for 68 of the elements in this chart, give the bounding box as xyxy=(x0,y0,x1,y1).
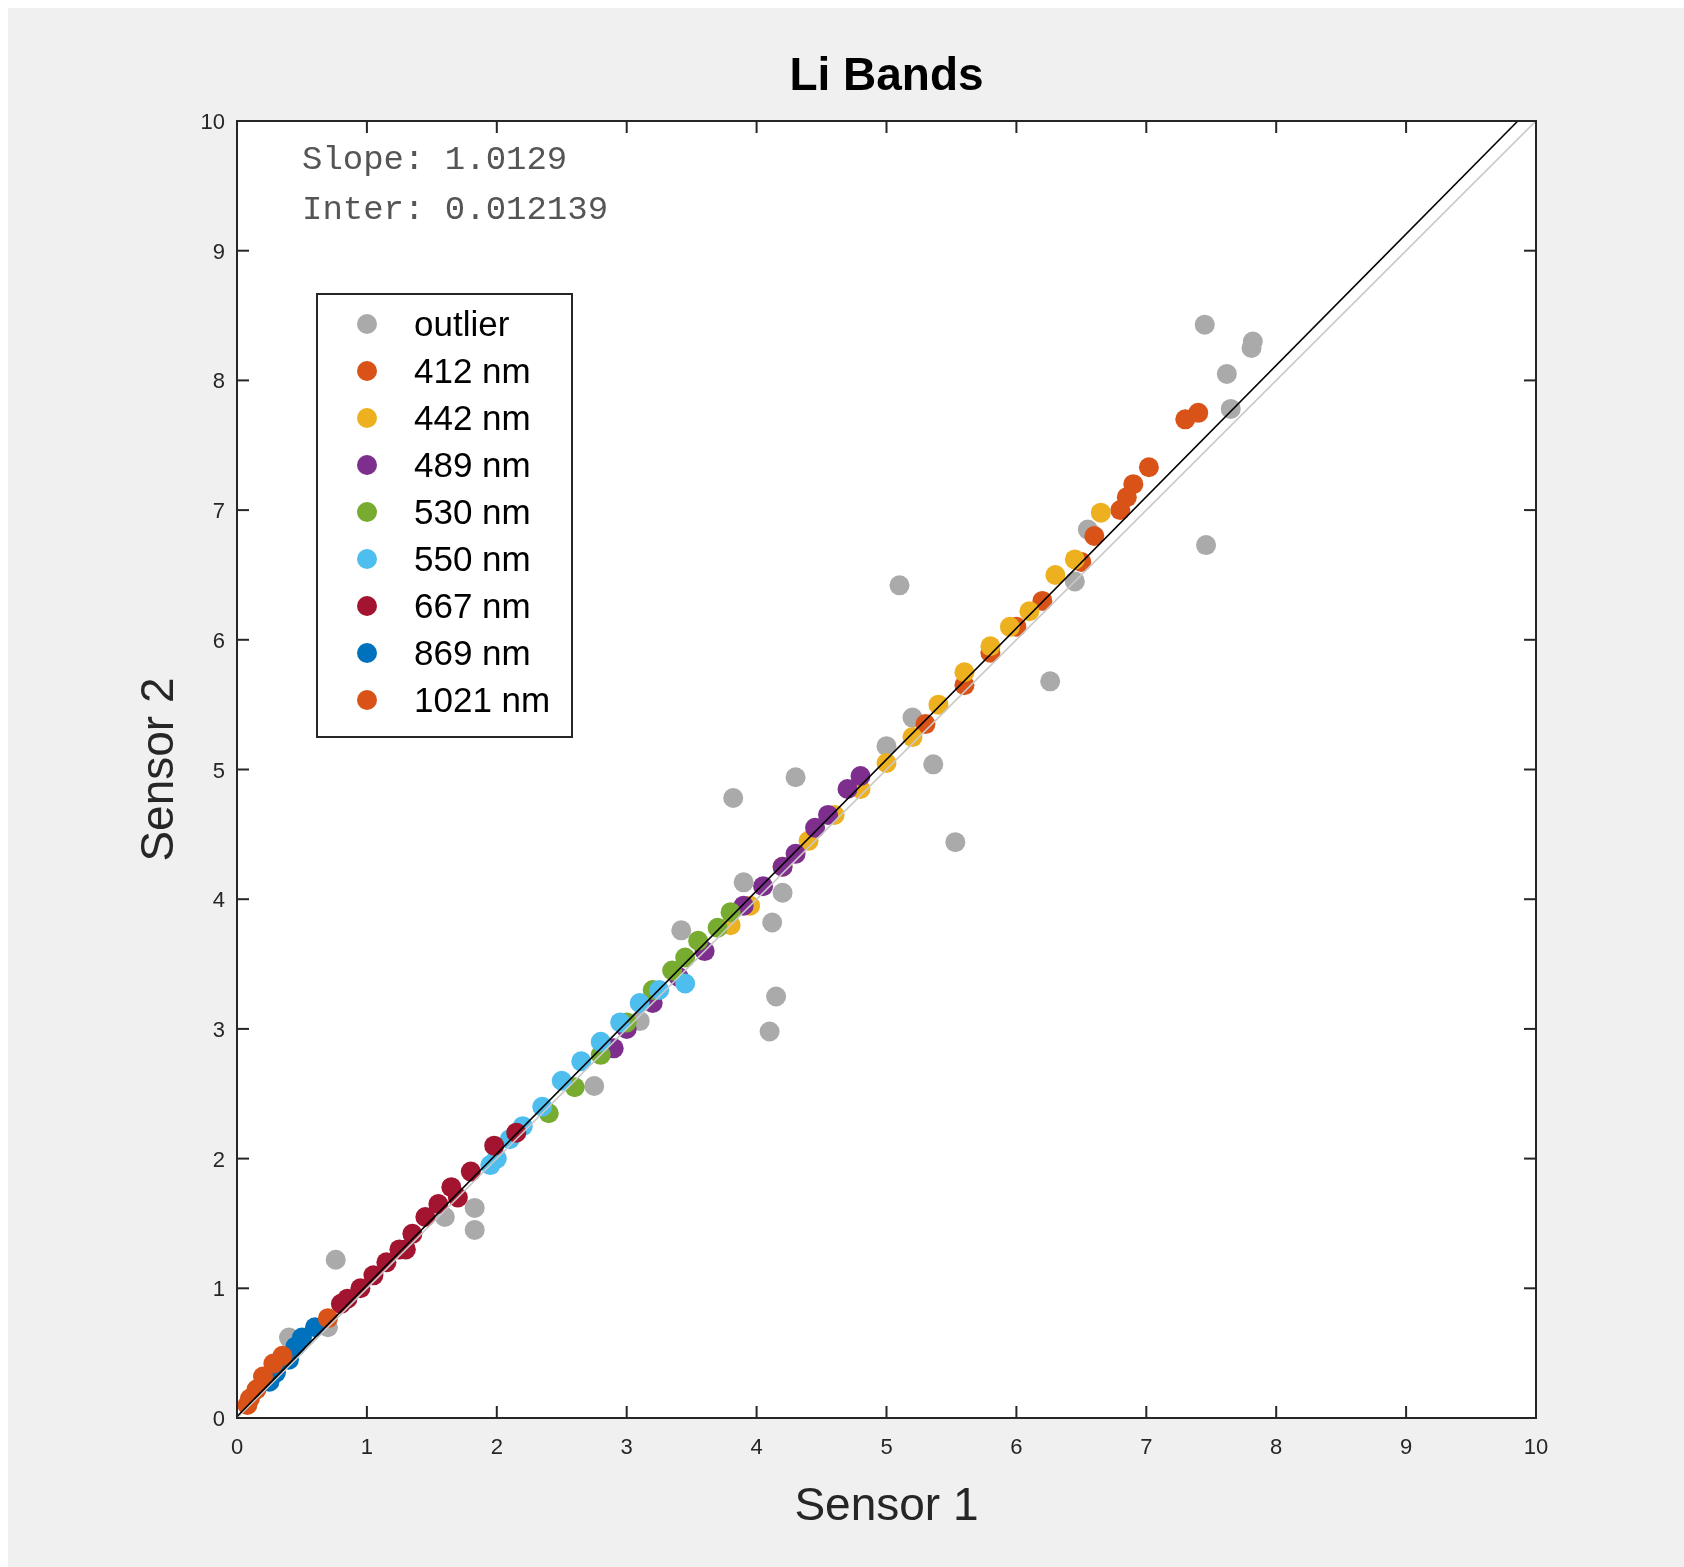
chart-title: Li Bands xyxy=(789,48,984,100)
legend-label: 489 nm xyxy=(414,445,531,484)
y-tick-label: 5 xyxy=(212,757,225,783)
point xyxy=(837,778,858,799)
legend-label: 412 nm xyxy=(414,351,531,390)
x-tick-label: 1 xyxy=(360,1434,374,1459)
y-axis-title: Sensor 2 xyxy=(131,677,183,862)
x-tick-label: 8 xyxy=(1270,1434,1283,1459)
legend-label: 869 nm xyxy=(414,633,531,672)
x-tick-label: 10 xyxy=(1523,1434,1549,1459)
point xyxy=(1045,564,1066,585)
y-tick-label: 7 xyxy=(212,498,225,524)
point xyxy=(766,986,787,1007)
point xyxy=(671,920,692,941)
point xyxy=(1040,671,1061,692)
x-tick-label: 5 xyxy=(880,1434,893,1459)
point xyxy=(723,788,744,809)
point xyxy=(945,832,966,853)
legend-label: 667 nm xyxy=(414,586,531,625)
annotation: Slope: 1.0129 xyxy=(302,141,568,179)
point xyxy=(923,754,944,775)
x-tick-label: 0 xyxy=(230,1434,244,1459)
legend-label: 550 nm xyxy=(414,539,531,578)
y-tick-label: 1 xyxy=(212,1276,225,1302)
point xyxy=(1138,457,1159,478)
point xyxy=(759,1021,780,1042)
point xyxy=(1175,409,1196,430)
point xyxy=(1064,549,1085,570)
legend-label: outlier xyxy=(414,304,510,343)
x-tick-label: 6 xyxy=(1010,1434,1023,1459)
point xyxy=(675,973,696,994)
point xyxy=(999,616,1020,637)
point xyxy=(325,1249,346,1270)
point xyxy=(1196,535,1217,556)
point xyxy=(889,575,910,596)
point xyxy=(733,872,754,893)
point xyxy=(484,1135,505,1156)
point xyxy=(980,636,1001,657)
y-tick-label: 10 xyxy=(200,109,225,134)
point xyxy=(1084,526,1105,547)
x-tick-label: 9 xyxy=(1399,1434,1413,1459)
point xyxy=(1090,502,1111,523)
y-tick-label: 9 xyxy=(212,238,225,264)
x-tick-label: 7 xyxy=(1140,1434,1153,1459)
point xyxy=(785,767,806,788)
legend-label: 530 nm xyxy=(414,492,531,531)
point xyxy=(464,1197,485,1218)
point xyxy=(263,1353,284,1374)
point xyxy=(772,882,793,903)
x-tick-label: 4 xyxy=(750,1434,763,1459)
legend-label: 1021 nm xyxy=(414,680,551,719)
legend-label: 442 nm xyxy=(414,398,531,437)
x-axis-title: Sensor 1 xyxy=(794,1478,979,1530)
point xyxy=(1194,314,1215,335)
y-tick-label: 6 xyxy=(212,627,225,653)
y-tick-label: 2 xyxy=(212,1146,225,1172)
y-tick-label: 4 xyxy=(212,887,225,913)
y-tick-label: 0 xyxy=(212,1406,225,1431)
annotation: Inter: 0.012139 xyxy=(302,191,609,229)
point xyxy=(762,912,783,933)
x-tick-label: 3 xyxy=(620,1434,633,1459)
point xyxy=(464,1219,485,1240)
y-tick-label: 8 xyxy=(212,368,225,394)
point xyxy=(584,1075,605,1096)
x-tick-label: 2 xyxy=(490,1434,503,1459)
y-tick-label: 3 xyxy=(212,1016,225,1042)
point xyxy=(1110,500,1131,521)
point xyxy=(1216,363,1237,384)
